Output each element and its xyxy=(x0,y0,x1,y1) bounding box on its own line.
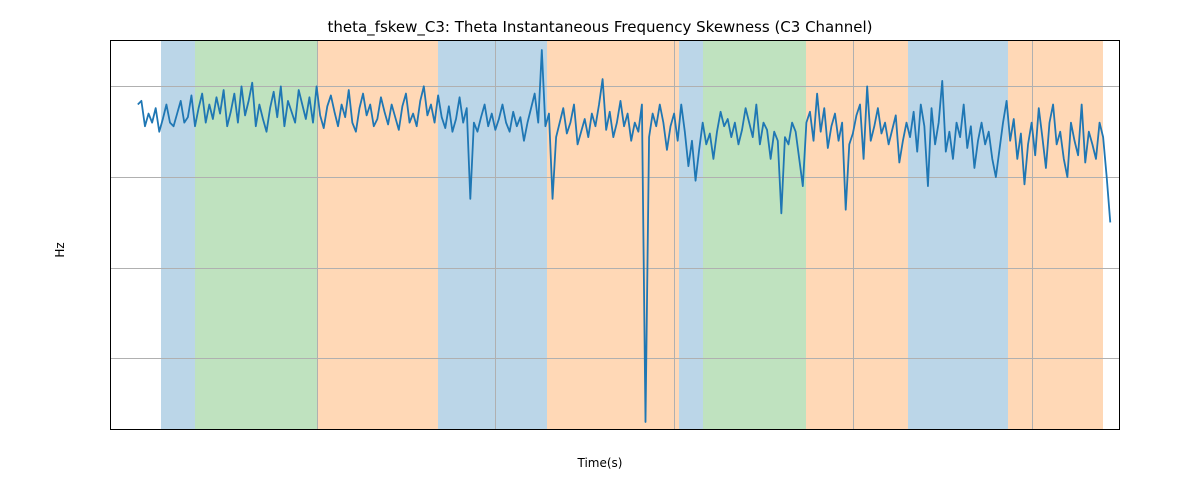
plot-area: 0.00.51.01.510002000300040005000 xyxy=(110,40,1120,430)
x-axis-label: Time(s) xyxy=(0,456,1200,470)
y-axis-label: Hz xyxy=(53,242,67,257)
chart: theta_fskew_C3: Theta Instantaneous Freq… xyxy=(0,0,1200,500)
line-layer xyxy=(111,41,1120,430)
series-line xyxy=(138,50,1110,422)
chart-title: theta_fskew_C3: Theta Instantaneous Freq… xyxy=(0,18,1200,36)
